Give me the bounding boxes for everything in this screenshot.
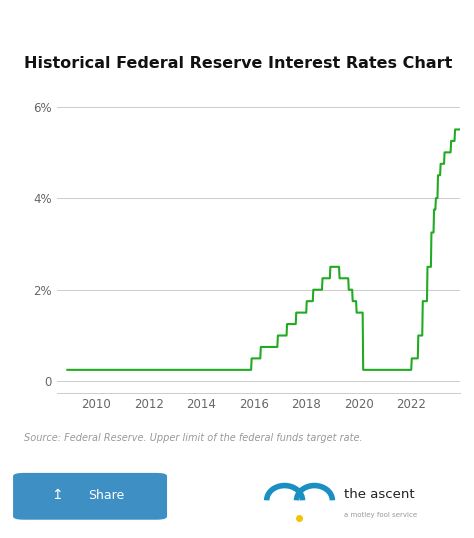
Text: ↥: ↥	[51, 489, 63, 502]
Text: a motley fool service: a motley fool service	[344, 512, 418, 518]
Text: Source: Federal Reserve. Upper limit of the federal funds target rate.: Source: Federal Reserve. Upper limit of …	[24, 433, 362, 443]
Text: Share: Share	[88, 489, 124, 502]
Text: the ascent: the ascent	[344, 489, 415, 501]
Text: Historical Federal Reserve Interest Rates Chart: Historical Federal Reserve Interest Rate…	[24, 56, 452, 72]
FancyBboxPatch shape	[13, 473, 167, 520]
